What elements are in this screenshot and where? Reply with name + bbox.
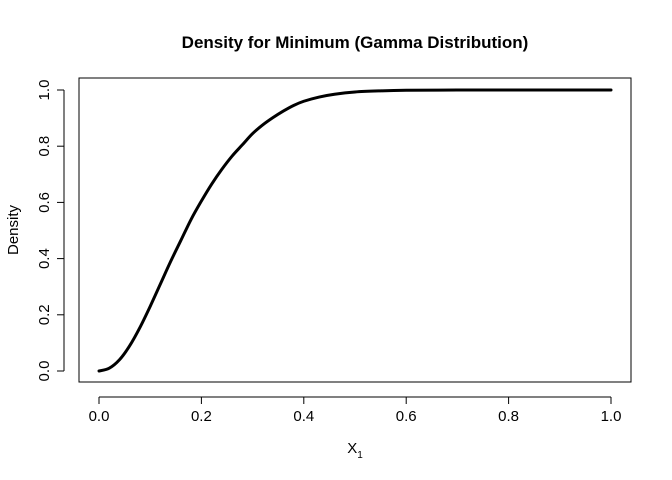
x-tick-label: 0.0 <box>89 408 110 425</box>
y-tick-label: 0.2 <box>36 304 53 325</box>
x-tick-label: 0.4 <box>293 408 314 425</box>
x-tick-label: 0.8 <box>498 408 519 425</box>
x-axis-label: X1 <box>347 440 363 461</box>
x-axis-label-main: X <box>347 440 357 457</box>
y-tick-label: 0.8 <box>36 136 53 157</box>
plot-frame <box>78 77 632 383</box>
chart-title: Density for Minimum (Gamma Distribution) <box>182 33 529 52</box>
x-axis-label-subscript: 1 <box>357 450 363 461</box>
x-tick-label: 1.0 <box>601 408 622 425</box>
x-axis: 0.0 0.2 0.4 0.6 0.8 1.0 <box>89 396 622 425</box>
y-axis-label: Density <box>5 204 22 255</box>
y-axis: 0.0 0.2 0.4 0.6 0.8 1.0 <box>36 80 65 382</box>
y-tick-label: 0.6 <box>36 192 53 213</box>
y-tick-label: 0.0 <box>36 361 53 382</box>
x-tick-label: 0.6 <box>396 408 417 425</box>
y-tick-label: 0.4 <box>36 248 53 269</box>
density-curve <box>97 88 613 373</box>
x-tick-label: 0.2 <box>191 408 212 425</box>
y-tick-label: 1.0 <box>36 80 53 101</box>
